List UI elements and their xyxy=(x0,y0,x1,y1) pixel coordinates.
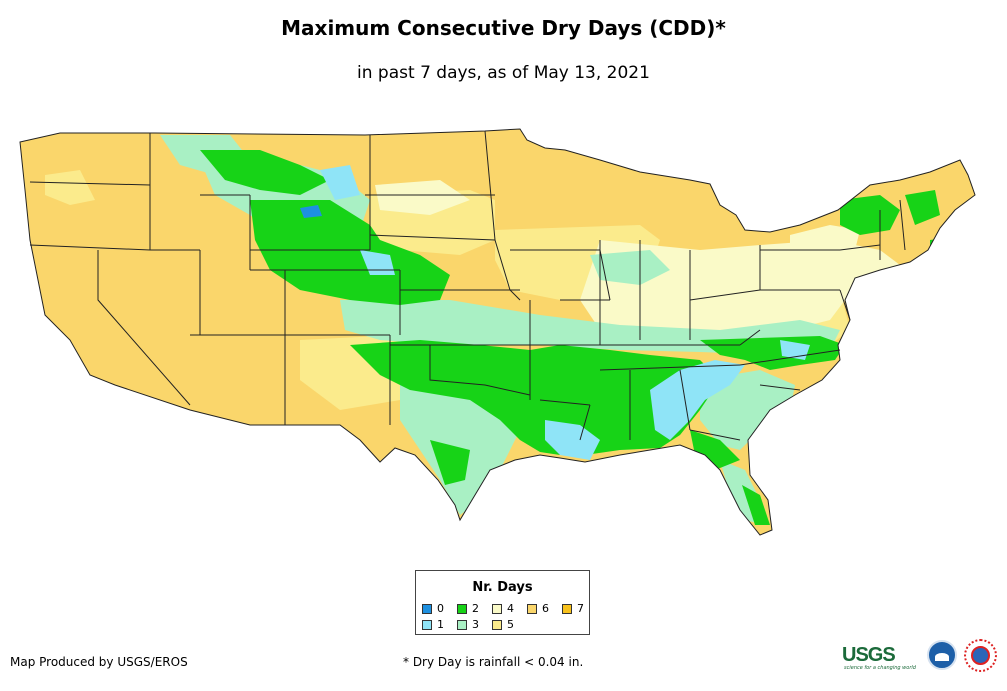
legend-item-2: 2 xyxy=(457,602,479,615)
map-subtitle: in past 7 days, as of May 13, 2021 xyxy=(357,63,650,83)
legend-label-2: 2 xyxy=(472,602,479,615)
legend-label-0: 0 xyxy=(437,602,444,615)
legend-item-7: 7 xyxy=(562,602,584,615)
legend-item-0: 0 xyxy=(422,602,444,615)
legend-swatch-3 xyxy=(457,619,467,630)
dry-day-footnote: * Dry Day is rainfall < 0.04 in. xyxy=(403,655,584,669)
legend-swatch-0 xyxy=(422,603,432,614)
legend-item-5: 5 xyxy=(492,618,514,631)
legend-swatch-2 xyxy=(457,603,467,614)
legend-swatch-6 xyxy=(527,603,537,614)
legend-item-3: 3 xyxy=(457,618,479,631)
map-credit: Map Produced by USGS/EROS xyxy=(10,655,188,669)
legend-label-5: 5 xyxy=(507,618,514,631)
legend-label-6: 6 xyxy=(542,602,549,615)
legend-swatch-1 xyxy=(422,619,432,630)
usgs-logo-icon: USGS xyxy=(842,644,896,666)
legend-title: Nr. Days xyxy=(472,580,533,595)
noaa-logo-icon xyxy=(927,640,957,670)
legend-item-6: 6 xyxy=(527,602,549,615)
nws-logo-icon xyxy=(964,639,997,672)
legend-item-1: 1 xyxy=(422,618,444,631)
legend-label-7: 7 xyxy=(577,602,584,615)
legend-swatch-4 xyxy=(492,603,502,614)
map-legend: Nr. Days 0 1 2 3 4 5 6 xyxy=(415,570,590,635)
map-title: Maximum Consecutive Dry Days (CDD)* xyxy=(281,16,726,40)
us-dry-days-map xyxy=(19,128,976,536)
legend-swatch-5 xyxy=(492,619,502,630)
legend-item-4: 4 xyxy=(492,602,514,615)
legend-label-4: 4 xyxy=(507,602,514,615)
legend-label-1: 1 xyxy=(437,618,444,631)
legend-label-3: 3 xyxy=(472,618,479,631)
usgs-tagline: science for a changing world xyxy=(844,665,916,671)
legend-grid: 0 1 2 3 4 5 6 7 xyxy=(422,602,587,636)
agency-logos: USGS science for a changing world xyxy=(842,638,1002,674)
legend-swatch-7 xyxy=(562,603,572,614)
